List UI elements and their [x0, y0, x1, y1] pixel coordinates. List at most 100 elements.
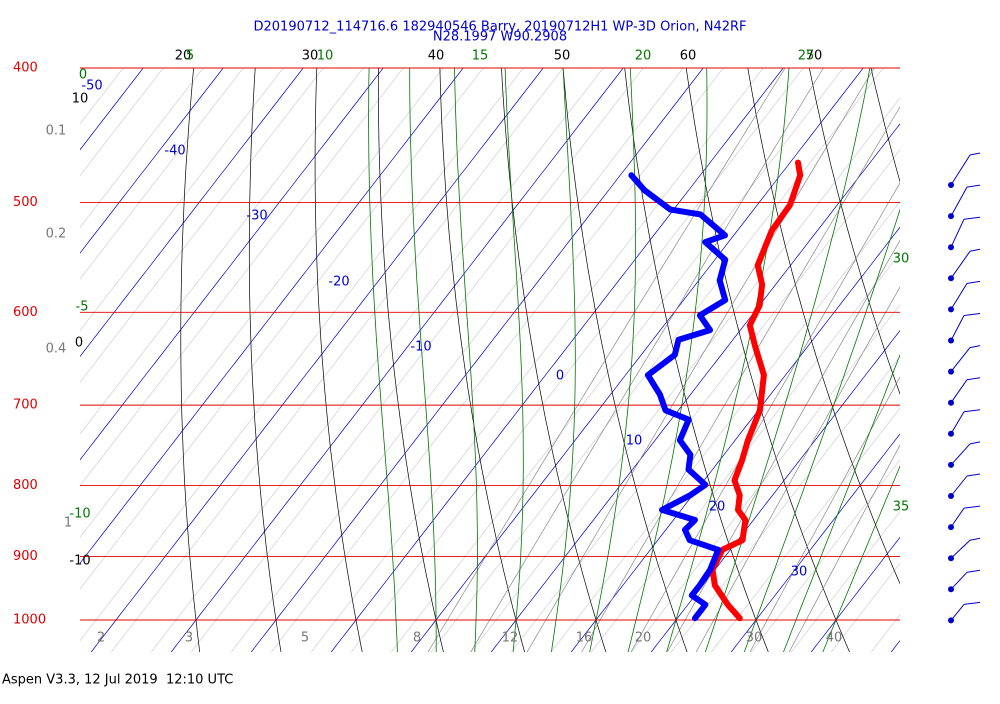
background-line: [792, 37, 1000, 677]
mixing-ratio-label: 16: [576, 631, 593, 646]
dry-adiabat-label: 50: [554, 49, 571, 64]
wind-barb-dot: [948, 306, 954, 312]
mixing-ratio-label: 2: [97, 631, 105, 646]
wind-barb: [967, 378, 980, 380]
background-line: [315, 37, 367, 677]
wind-barb-dot: [948, 338, 954, 344]
wind-barb: [967, 185, 980, 187]
isotherm-label: -30: [246, 209, 267, 224]
background-line: [736, 37, 1000, 677]
y-tick-label: 400: [13, 61, 38, 76]
moist-adiabat-label: 20: [635, 49, 652, 64]
mixing-ratio-label: 12: [502, 631, 519, 646]
wind-barb: [951, 380, 967, 403]
wind-barb-dot: [948, 555, 954, 561]
moist-adiabat-label: 0: [79, 68, 87, 83]
moist-adiabat-label: -10: [69, 507, 90, 522]
background-line: [52, 37, 548, 677]
background-line: [0, 37, 487, 677]
isotherm-label: 10: [626, 434, 643, 449]
moist-adiabat-label: 25: [798, 49, 815, 64]
background-line: [504, 37, 523, 677]
wind-barb: [951, 283, 967, 309]
mixing-ratio-label: 5: [301, 631, 309, 646]
y-tick-label: 500: [13, 195, 38, 210]
y-tick-label: 800: [13, 478, 38, 493]
mixing-ratio-label: 40: [826, 631, 843, 646]
background-line: [852, 37, 1000, 677]
wind-barb-dot: [948, 369, 954, 375]
y-tick-label: 900: [13, 549, 38, 564]
wind-barb: [970, 153, 980, 155]
background-line: [172, 37, 668, 677]
background-line: [0, 37, 7, 677]
background-line: [410, 37, 437, 677]
background-line: [584, 37, 635, 677]
left-label: 0.1: [46, 124, 67, 139]
background-line: [659, 37, 791, 677]
background-line: [132, 37, 628, 677]
background-line: [412, 37, 908, 677]
wind-barb: [964, 217, 980, 219]
background-line: [372, 37, 868, 677]
background-line: [682, 37, 1000, 677]
background-line: [932, 37, 1000, 677]
wind-barb: [970, 538, 980, 540]
background-line: [632, 37, 1000, 677]
background-line: [567, 37, 941, 677]
y-tick-label: 700: [13, 398, 38, 413]
background-line: [472, 37, 968, 677]
dry-adiabat-label: 60: [680, 49, 697, 64]
mixing-ratio-label: 3: [185, 631, 193, 646]
background-lines: [0, 37, 1000, 677]
background-line: [0, 37, 27, 677]
wind-barb: [951, 476, 967, 496]
wind-barb: [951, 348, 970, 372]
y-tick-label: 600: [13, 305, 38, 320]
wind-barb-dot: [948, 586, 954, 592]
wind-barb: [951, 508, 964, 527]
left-label: 0: [75, 336, 83, 351]
wind-barb: [951, 316, 964, 341]
background-line: [72, 37, 568, 677]
background-line: [378, 37, 449, 677]
wind-barb: [970, 249, 980, 251]
background-line: [392, 37, 888, 677]
wind-barb-dot: [948, 462, 954, 468]
background-line: [12, 37, 508, 677]
wind-barb-dot: [948, 431, 954, 437]
background-line: [552, 37, 1000, 677]
background-line: [813, 37, 1000, 677]
isotherm-label: 30: [791, 565, 808, 580]
background-line: [369, 37, 399, 677]
background-line: [547, 37, 575, 677]
wind-barb: [951, 251, 970, 278]
background-line: [812, 37, 1000, 677]
background-line: [232, 37, 728, 677]
background-line: [181, 37, 203, 677]
background-line: [892, 37, 1000, 677]
isotherm-label: 0: [556, 369, 564, 384]
wind-barb: [951, 604, 964, 620]
wind-barb: [951, 187, 967, 216]
moist-adiabat-label: 35: [893, 500, 910, 515]
profile-line: [713, 163, 801, 619]
wind-barb: [964, 602, 980, 604]
wind-barb: [964, 410, 980, 412]
background-line: [0, 37, 87, 677]
wind-barb: [951, 155, 970, 185]
wind-barb: [964, 314, 980, 316]
background-line: [0, 37, 167, 677]
wind-barb: [964, 506, 980, 508]
background-line: [312, 37, 808, 677]
wind-barb: [970, 442, 980, 444]
background-line: [439, 37, 532, 677]
isotherm-label: -40: [164, 144, 185, 159]
background-line: [0, 37, 267, 677]
moist-adiabat-label: 15: [472, 49, 489, 64]
mixing-ratio-label: 8: [413, 631, 421, 646]
chart-subtitle: N28.1997 W90.2908: [433, 30, 567, 45]
left-label: -10: [69, 554, 90, 569]
moist-adiabat-label: -5: [76, 300, 89, 315]
wind-barb-dot: [948, 524, 954, 530]
